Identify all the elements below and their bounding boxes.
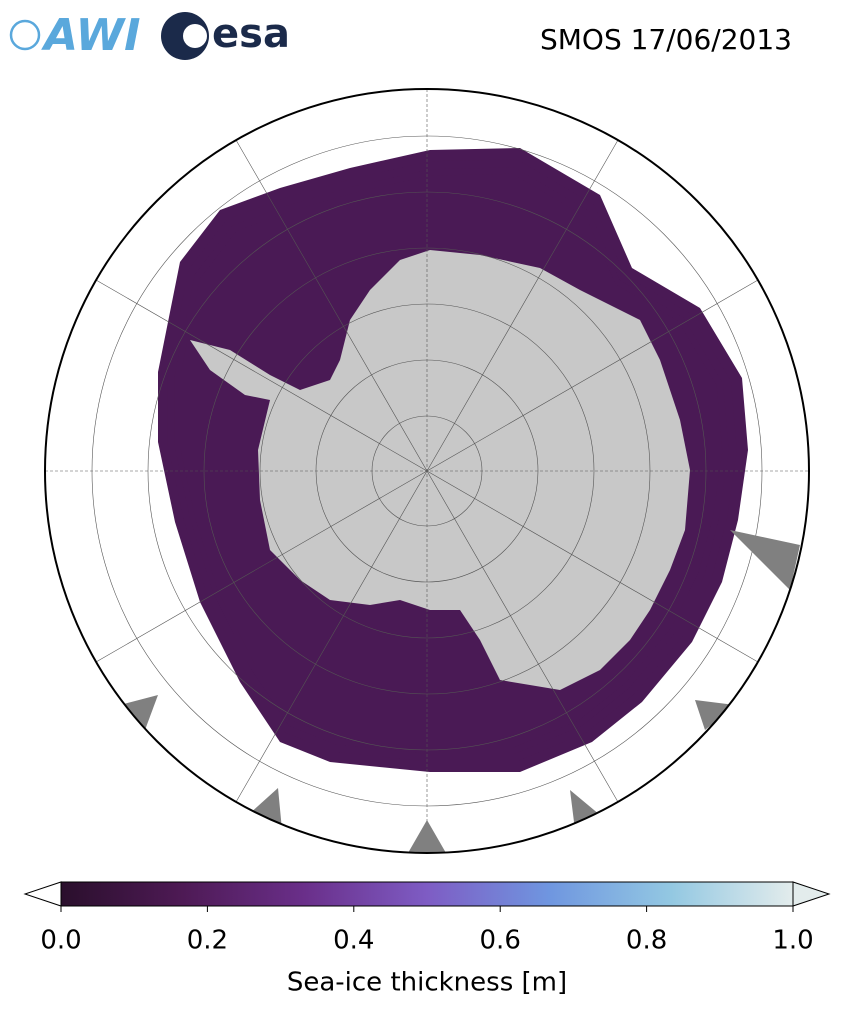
logo-globe — [9, 19, 41, 51]
map-frame — [44, 88, 810, 854]
map-title: SMOS 17/06/2013 — [540, 23, 792, 56]
colorbar-extend-high — [792, 881, 831, 907]
data-gaps — [120, 530, 800, 853]
colorbar-tick-label: 0.2 — [187, 926, 228, 956]
colorbar-label: Sea-ice thickness [m] — [287, 968, 567, 998]
logo-text: AWI — [41, 10, 141, 61]
graticule — [45, 89, 809, 853]
colorbar-tick-label: 0.0 — [40, 926, 81, 956]
colorbar-gradient — [60, 881, 794, 907]
logo-mark — [183, 24, 207, 48]
logo-text: esa — [212, 11, 290, 57]
colorbar: 0.0 0.2 0.4 0.6 0.8 1.0 — [23, 881, 831, 956]
colorbar-tick-label: 1.0 — [772, 926, 813, 956]
colorbar-tick-label: 0.6 — [480, 926, 521, 956]
map — [45, 89, 809, 853]
logo-awi: AWI — [9, 10, 141, 61]
logo-esa: esa — [161, 11, 290, 60]
colorbar-extend-low — [23, 881, 62, 907]
antarctica — [190, 250, 690, 690]
colorbar-tick-label: 0.4 — [333, 926, 374, 956]
colorbar-tick-label: 0.8 — [626, 926, 667, 956]
